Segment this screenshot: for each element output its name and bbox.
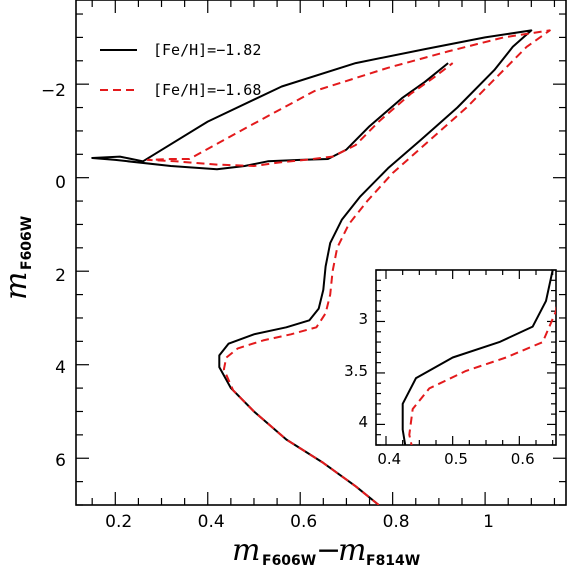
x-axis-label-dash: − <box>316 533 341 566</box>
inset-x-tick-label: 0.5 <box>444 450 468 468</box>
y-tick-label: 0 <box>55 173 66 193</box>
legend-label: [Fe/H]=−1.82 <box>153 41 261 59</box>
main-plot-frame <box>75 0 567 506</box>
isochrone-line-dashed <box>408 304 556 445</box>
isochrone-line-dashed <box>146 29 551 505</box>
main-axis-ticks <box>76 0 566 506</box>
inset-y-tick-label: 4 <box>358 413 368 431</box>
y-axis-label: m F606W <box>0 216 35 300</box>
y-axis-label-sub: F606W <box>19 216 35 270</box>
inset-x-tick-label: 0.4 <box>377 450 401 468</box>
isochrone-line-solid <box>91 29 533 505</box>
inset-y-tick-label: 3.5 <box>344 362 368 380</box>
inset-series-group <box>401 270 556 445</box>
legend-label: [Fe/H]=−1.68 <box>153 81 261 99</box>
x-tick-label: 0.4 <box>198 512 225 532</box>
x-axis-label-sub2: F814W <box>366 553 420 566</box>
x-axis-label-sub1: F606W <box>262 553 316 566</box>
x-tick-label: 0.2 <box>105 512 132 532</box>
legend: [Fe/H]=−1.82 [Fe/H]=−1.68 <box>100 41 261 99</box>
x-axis-label: m F606W − m F814W <box>232 533 420 566</box>
x-axis-label-m2: m <box>338 533 366 566</box>
isochrone-line-solid <box>401 270 554 445</box>
inset-x-tick-label: 0.6 <box>511 450 535 468</box>
main-series-group <box>91 29 551 505</box>
x-tick-label: 0.6 <box>290 512 317 532</box>
inset-y-tick-labels: 3 3.5 4 <box>344 310 368 431</box>
y-tick-labels: −2 0 2 4 6 <box>41 81 66 471</box>
inset-x-tick-labels: 0.4 0.5 0.6 <box>377 450 534 468</box>
x-tick-label: 1 <box>483 512 494 532</box>
y-tick-label: 6 <box>55 451 66 471</box>
x-tick-label: 0.8 <box>383 512 410 532</box>
x-tick-labels: 0.2 0.4 0.6 0.8 1 <box>105 512 494 532</box>
inset-y-tick-label: 3 <box>358 310 368 328</box>
inset-plot-frame <box>375 269 557 446</box>
x-axis-label-m: m <box>232 533 260 566</box>
y-tick-label: 2 <box>55 266 66 286</box>
y-tick-label: 4 <box>55 358 66 378</box>
y-tick-label: −2 <box>41 81 66 101</box>
y-axis-label-m: m <box>0 272 34 300</box>
